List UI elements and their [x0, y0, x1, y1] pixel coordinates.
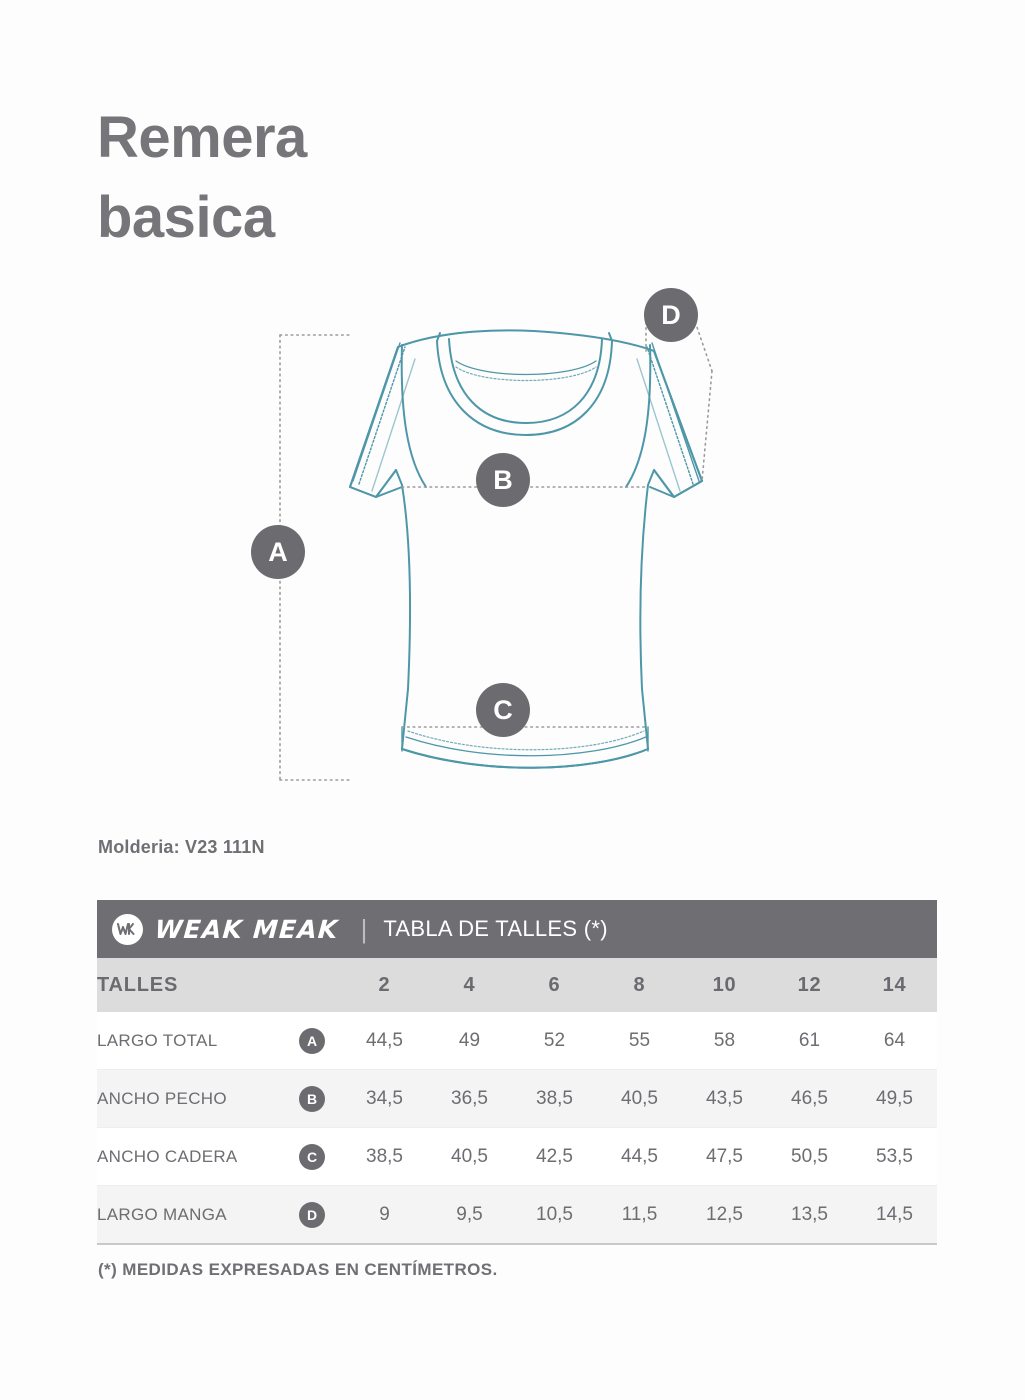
- row-badge-c-letter: C: [299, 1143, 325, 1170]
- cell-largo-manga-10: 12,5: [682, 1185, 767, 1245]
- sizes-header-badge-spacer: [282, 958, 342, 1012]
- cell-largo-manga-14: 14,5: [852, 1185, 937, 1245]
- brand-separator: |: [360, 914, 368, 944]
- cell-largo-total-14: 64: [852, 1012, 937, 1070]
- row-badge-d-letter: D: [299, 1201, 325, 1228]
- measurement-marker-a: A: [251, 525, 305, 579]
- size-header-12: 12: [797, 973, 822, 996]
- row-badge-d: D: [282, 1185, 342, 1245]
- page-title-line-2: basica: [97, 185, 275, 250]
- table-brand-header-row: WEAK MEAK | TABLA DE TALLES (*): [97, 900, 937, 958]
- size-header-6: 6: [548, 973, 561, 996]
- marker-d-letter: D: [661, 299, 681, 330]
- units-footnote: (*) MEDIDAS EXPRESADAS EN CENTÍMETROS.: [98, 1260, 498, 1279]
- row-label-largo-total: LARGO TOTAL: [97, 1012, 282, 1070]
- molderia-code: Molderia: V23 111N: [98, 837, 265, 857]
- wmk-circle-logo-icon: [112, 913, 143, 945]
- cell-ancho-cadera-6: 42,5: [512, 1127, 597, 1186]
- table-row: LARGO TOTAL A 44,5 49 52 55 58 61 64: [97, 1012, 937, 1070]
- marker-b-letter: B: [493, 464, 513, 495]
- tshirt-technical-drawing: [250, 275, 770, 805]
- row-badge-c: C: [282, 1127, 342, 1186]
- cell-ancho-pecho-10: 43,5: [682, 1069, 767, 1128]
- page-title: Remera basica: [97, 98, 697, 258]
- cell-largo-manga-12: 13,5: [767, 1185, 852, 1245]
- cell-ancho-pecho-4: 36,5: [427, 1069, 512, 1128]
- table-row: LARGO MANGA D 9 9,5 10,5 11,5 12,5 13,5 …: [97, 1185, 937, 1245]
- row-badge-a-letter: A: [299, 1027, 325, 1054]
- row-label-ancho-cadera: ANCHO CADERA: [97, 1127, 282, 1186]
- size-header-4: 4: [463, 973, 476, 996]
- cell-largo-total-2: 44,5: [342, 1012, 427, 1070]
- measurement-marker-d: D: [644, 288, 698, 342]
- cell-ancho-pecho-6: 38,5: [512, 1069, 597, 1128]
- table-row: ANCHO CADERA C 38,5 40,5 42,5 44,5 47,5 …: [97, 1127, 937, 1186]
- cell-ancho-cadera-14: 53,5: [852, 1127, 937, 1186]
- size-header-14: 14: [882, 973, 907, 996]
- cell-largo-manga-4: 9,5: [427, 1185, 512, 1245]
- brand-name: WEAK MEAK: [153, 914, 340, 944]
- cell-ancho-pecho-12: 46,5: [767, 1069, 852, 1128]
- row-badge-b-letter: B: [299, 1085, 325, 1112]
- table-brand-header-cell: WEAK MEAK | TABLA DE TALLES (*): [97, 900, 937, 958]
- cell-ancho-cadera-12: 50,5: [767, 1127, 852, 1186]
- row-label-ancho-pecho: ANCHO PECHO: [97, 1069, 282, 1128]
- cell-largo-total-8: 55: [597, 1012, 682, 1070]
- measurement-marker-c: C: [476, 683, 530, 737]
- cell-largo-total-4: 49: [427, 1012, 512, 1070]
- table-subtitle: TABLA DE TALLES (*): [383, 916, 608, 941]
- cell-ancho-pecho-8: 40,5: [597, 1069, 682, 1128]
- cell-ancho-pecho-14: 49,5: [852, 1069, 937, 1128]
- page-title-line-1: Remera: [97, 105, 307, 170]
- cell-ancho-cadera-4: 40,5: [427, 1127, 512, 1186]
- marker-c-letter: C: [493, 694, 513, 725]
- cell-ancho-pecho-2: 34,5: [342, 1069, 427, 1128]
- row-label-largo-manga: LARGO MANGA: [97, 1185, 282, 1245]
- size-header-10: 10: [712, 973, 737, 996]
- cell-largo-total-6: 52: [512, 1012, 597, 1070]
- cell-ancho-cadera-10: 47,5: [682, 1127, 767, 1186]
- row-badge-a: A: [282, 1012, 342, 1070]
- size-chart-table: WEAK MEAK | TABLA DE TALLES (*) TALLES 2…: [97, 900, 937, 1245]
- table-row: ANCHO PECHO B 34,5 36,5 38,5 40,5 43,5 4…: [97, 1069, 937, 1128]
- cell-ancho-cadera-8: 44,5: [597, 1127, 682, 1186]
- cell-largo-total-10: 58: [682, 1012, 767, 1070]
- sizes-header-label: TALLES: [97, 973, 179, 996]
- cell-largo-manga-8: 11,5: [597, 1185, 682, 1245]
- cell-ancho-cadera-2: 38,5: [342, 1127, 427, 1186]
- sizes-header-row: TALLES 2 4 6 8 10 12 14: [97, 958, 937, 1012]
- size-header-2: 2: [378, 973, 391, 996]
- row-badge-b: B: [282, 1069, 342, 1128]
- marker-a-letter: A: [268, 536, 288, 567]
- size-header-8: 8: [633, 973, 646, 996]
- measurement-marker-b: B: [476, 453, 530, 507]
- cell-largo-manga-6: 10,5: [512, 1185, 597, 1245]
- cell-largo-manga-2: 9: [342, 1185, 427, 1245]
- cell-largo-total-12: 61: [767, 1012, 852, 1070]
